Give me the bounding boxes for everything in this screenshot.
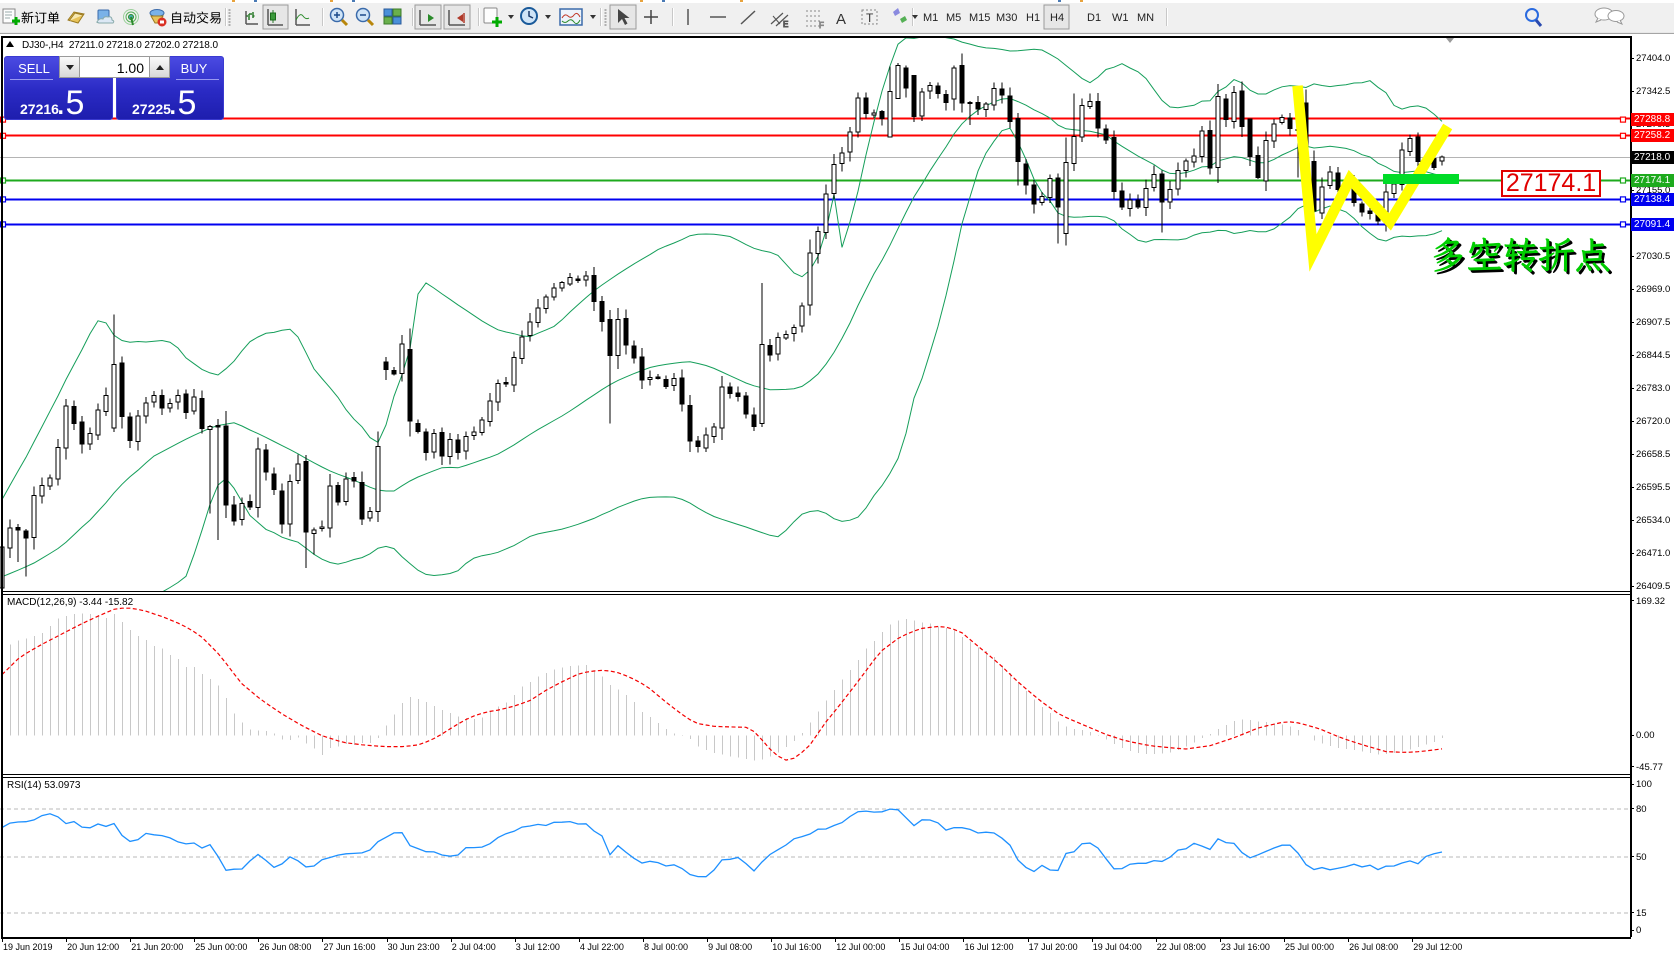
svg-text:A: A [836,11,846,28]
svg-text:H1: H1 [1026,12,1040,24]
svg-text:MN: MN [1137,12,1154,24]
svg-text:E: E [783,20,788,29]
svg-text:F: F [819,21,824,30]
svg-text:H4: H4 [1050,12,1064,24]
svg-text:W1: W1 [1112,12,1129,24]
svg-text:M5: M5 [946,12,961,24]
svg-text:T: T [866,11,874,25]
svg-text:M1: M1 [923,12,938,24]
svg-text:M15: M15 [969,12,990,24]
svg-text:D1: D1 [1087,12,1101,24]
svg-text:M30: M30 [996,12,1017,24]
